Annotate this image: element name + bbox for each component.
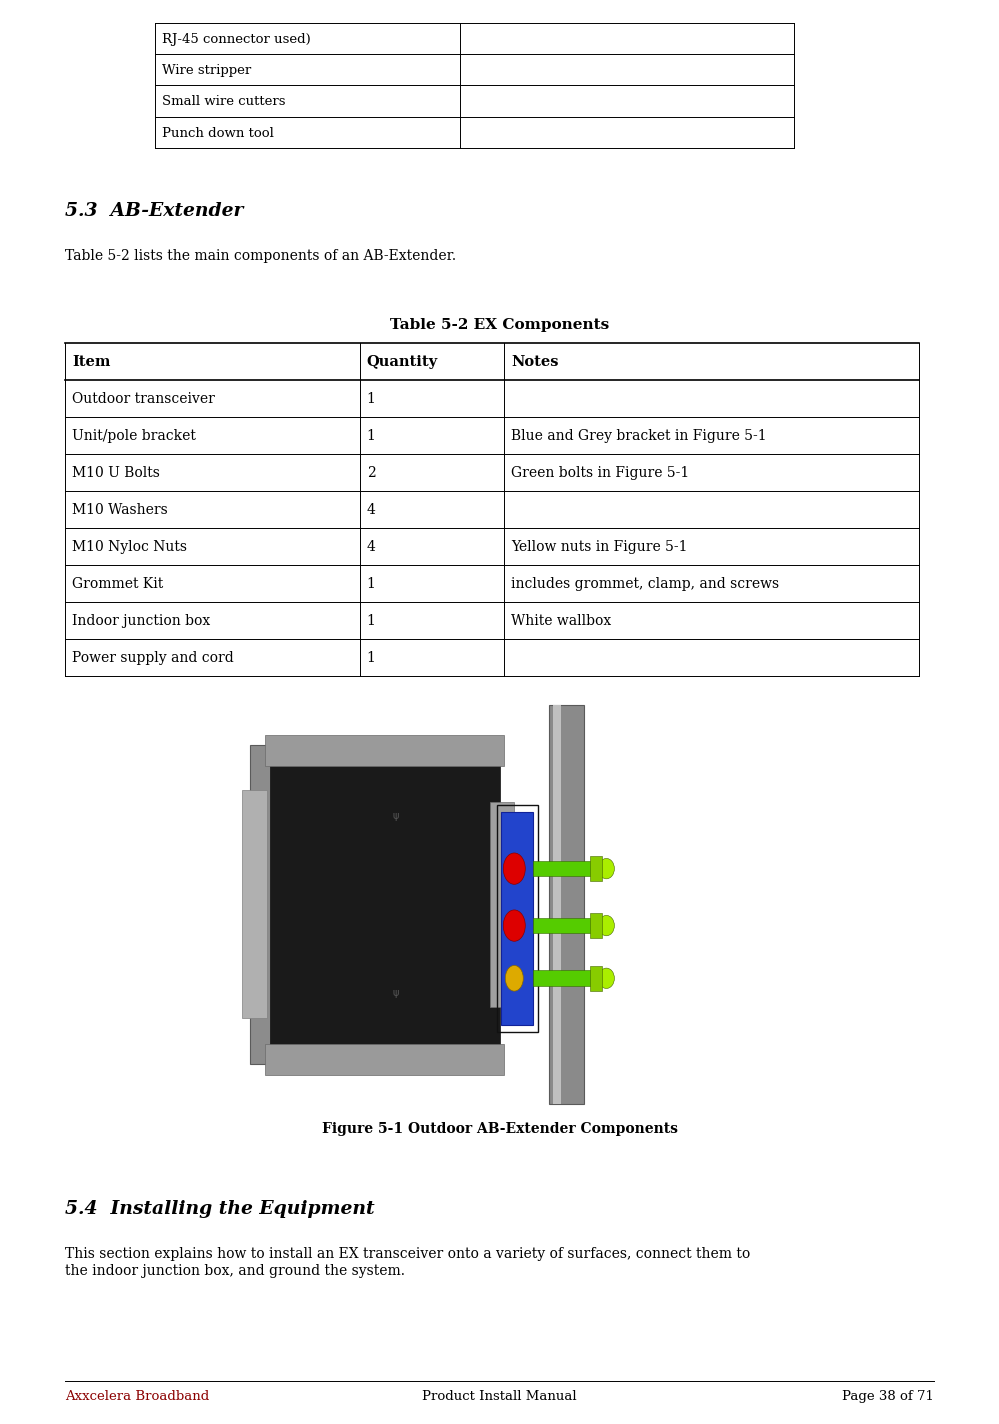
Text: Notes: Notes: [511, 355, 559, 369]
Text: M10 Washers: M10 Washers: [72, 503, 168, 517]
Bar: [549, 705, 584, 1104]
Text: Blue and Grey bracket in Figure 5-1: Blue and Grey bracket in Figure 5-1: [511, 429, 767, 443]
Text: Unit/pole bracket: Unit/pole bracket: [72, 429, 196, 443]
Circle shape: [503, 853, 525, 884]
Bar: [501, 812, 533, 1025]
Bar: [533, 971, 598, 987]
Ellipse shape: [598, 968, 614, 988]
Text: ψ: ψ: [393, 810, 400, 822]
Text: 4: 4: [367, 503, 376, 517]
Ellipse shape: [598, 916, 614, 936]
Text: 5.3  AB-Extender: 5.3 AB-Extender: [65, 202, 244, 221]
Text: ψ: ψ: [393, 987, 400, 998]
Bar: [497, 805, 538, 1032]
Circle shape: [503, 910, 525, 941]
Text: 1: 1: [367, 577, 376, 591]
Text: RJ-45 connector used): RJ-45 connector used): [162, 33, 311, 46]
Text: Power supply and cord: Power supply and cord: [72, 651, 234, 665]
Text: 1: 1: [367, 651, 376, 665]
Text: 2: 2: [367, 466, 376, 480]
Bar: [242, 790, 267, 1018]
Bar: [270, 759, 500, 1049]
Bar: [533, 860, 598, 877]
Bar: [533, 918, 598, 934]
Text: Table 5-2 EX Components: Table 5-2 EX Components: [390, 318, 609, 332]
Text: Quantity: Quantity: [367, 355, 438, 369]
Text: Figure 5-1 Outdoor AB-Extender Components: Figure 5-1 Outdoor AB-Extender Component…: [322, 1122, 677, 1136]
Text: Grommet Kit: Grommet Kit: [72, 577, 163, 591]
Circle shape: [505, 965, 523, 991]
Text: Green bolts in Figure 5-1: Green bolts in Figure 5-1: [511, 466, 689, 480]
Bar: [590, 965, 602, 991]
Text: includes grommet, clamp, and screws: includes grommet, clamp, and screws: [511, 577, 779, 591]
Text: Outdoor transceiver: Outdoor transceiver: [72, 392, 215, 406]
Text: Yellow nuts in Figure 5-1: Yellow nuts in Figure 5-1: [511, 540, 688, 554]
Bar: [553, 705, 561, 1104]
Text: Product Install Manual: Product Install Manual: [423, 1390, 576, 1403]
Text: This section explains how to install an EX transceiver onto a variety of surface: This section explains how to install an …: [65, 1247, 750, 1277]
Text: Small wire cutters: Small wire cutters: [162, 95, 286, 108]
Text: Indoor junction box: Indoor junction box: [72, 614, 210, 628]
Text: 1: 1: [367, 392, 376, 406]
Bar: [590, 856, 602, 881]
Text: M10 Nyloc Nuts: M10 Nyloc Nuts: [72, 540, 187, 554]
Text: Axxcelera Broadband: Axxcelera Broadband: [65, 1390, 209, 1403]
Bar: [265, 1044, 504, 1075]
Text: 5.4  Installing the Equipment: 5.4 Installing the Equipment: [65, 1200, 375, 1219]
Text: 1: 1: [367, 429, 376, 443]
Bar: [250, 745, 450, 1064]
Text: Wire stripper: Wire stripper: [162, 64, 251, 77]
Text: 1: 1: [367, 614, 376, 628]
Bar: [265, 735, 504, 766]
Text: M10 U Bolts: M10 U Bolts: [72, 466, 160, 480]
Bar: [590, 913, 602, 938]
Text: Item: Item: [72, 355, 110, 369]
Text: Page 38 of 71: Page 38 of 71: [842, 1390, 934, 1403]
Text: Table 5-2 lists the main components of an AB-Extender.: Table 5-2 lists the main components of a…: [65, 249, 457, 263]
Bar: [490, 802, 514, 1007]
Ellipse shape: [598, 859, 614, 879]
Text: 4: 4: [367, 540, 376, 554]
Text: Punch down tool: Punch down tool: [162, 127, 274, 140]
Text: White wallbox: White wallbox: [511, 614, 611, 628]
